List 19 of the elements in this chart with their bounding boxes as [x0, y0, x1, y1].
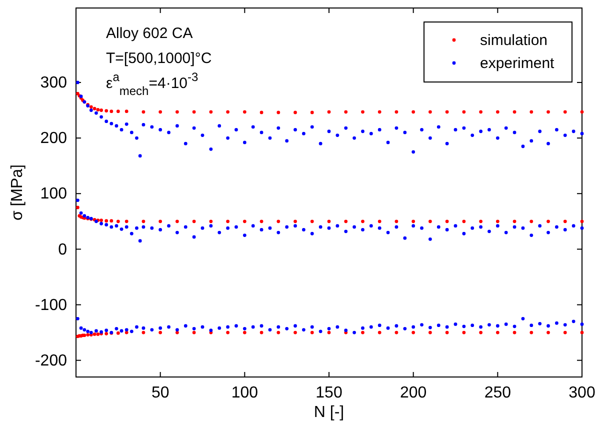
y-tick-label: 200	[40, 130, 68, 148]
x-tick-label: 300	[568, 384, 596, 402]
y-tick-label: 100	[40, 186, 68, 203]
legend-label: simulation	[480, 32, 548, 49]
y-tick-label: -200	[34, 352, 68, 370]
x-tick-label: 200	[400, 384, 427, 402]
legend-label: experiment	[480, 55, 556, 72]
x-tick-label: 150	[316, 384, 342, 402]
x-tick-label: 50	[151, 384, 170, 402]
x-axis-title: N [-]	[314, 404, 344, 421]
x-tick-label: 100	[231, 384, 258, 402]
annotation: ε$^{a}$$_{mech}$=4·10$^{-3}$	[106, 70, 199, 98]
annotation: T=[500,1000]°C	[106, 50, 212, 67]
y-tick-label: 300	[40, 74, 68, 92]
y-tick-label: -100	[34, 296, 68, 314]
y-tick-label: 0	[58, 241, 68, 258]
annotation: Alloy 602 CA	[106, 25, 193, 42]
y-axis-title: σ [MPa]	[9, 164, 26, 221]
x-tick-label: 250	[484, 384, 512, 402]
